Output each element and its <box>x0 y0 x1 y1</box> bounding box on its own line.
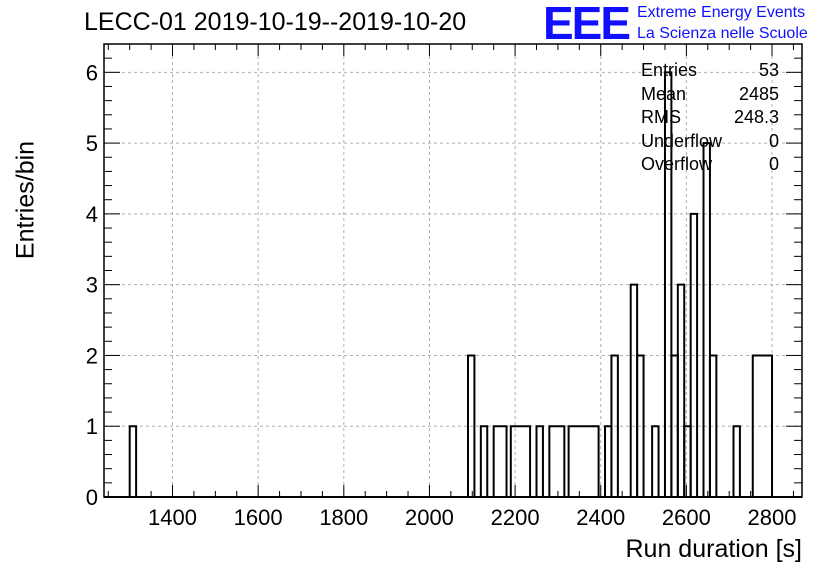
y-tick-label: 5 <box>86 131 98 156</box>
histogram-bin <box>466 354 476 497</box>
stat-row-overflow: Overflow 0 <box>641 154 779 178</box>
histogram-bin <box>676 283 686 497</box>
y-axis-label: Entries/bin <box>11 140 40 260</box>
stat-row-underflow: Underflow 0 <box>641 131 779 155</box>
histogram-bin <box>509 425 532 497</box>
histogram-bin <box>702 142 711 497</box>
brand-line-2: La Scienza nelle Scuole <box>637 25 808 42</box>
stat-value: 248.3 <box>733 107 779 127</box>
histogram-bin <box>636 354 645 497</box>
histogram-bin <box>689 212 699 497</box>
histogram-bin <box>479 425 489 497</box>
x-tick-label: 1400 <box>148 505 197 530</box>
y-tick-label: 2 <box>86 343 98 368</box>
stat-row-rms: RMS 248.3 <box>641 107 779 131</box>
y-axis-label-box: Entries/bin <box>6 110 46 290</box>
axes-frame <box>103 43 803 498</box>
histogram-bin <box>663 71 673 497</box>
x-tick-label: 1800 <box>319 505 368 530</box>
y-tick-label: 0 <box>86 485 98 510</box>
stat-label: RMS <box>641 107 681 127</box>
grid-lines <box>104 44 802 497</box>
y-tick-label: 4 <box>86 202 98 227</box>
stat-row-mean: Mean 2485 <box>641 84 779 108</box>
chart-title: LECC-01 2019-10-19--2019-10-20 <box>84 8 467 36</box>
stat-value: 2485 <box>738 83 779 104</box>
x-tick-label: 1600 <box>234 505 283 530</box>
y-tick-label: 6 <box>86 60 98 85</box>
stat-row-entries: Entries 53 <box>641 60 779 84</box>
x-tick-label: 2800 <box>748 505 797 530</box>
histogram-bin <box>732 425 741 497</box>
histogram-bin <box>548 425 566 497</box>
stat-value: 0 <box>768 130 779 151</box>
tick-labels: 1400 1600 1800 2000 2200 2400 2600 2800 0 1 2 3 4 5 6 <box>86 60 797 530</box>
histogram-bin <box>492 425 508 497</box>
brand-line-1: Extreme Energy Events <box>637 4 806 21</box>
x-tick-label: 2000 <box>405 505 454 530</box>
histogram-bin <box>751 354 774 497</box>
histogram-bin <box>708 354 718 497</box>
histogram-bin <box>128 425 138 497</box>
x-tick-label: 2200 <box>491 505 540 530</box>
stat-label: Underflow <box>641 130 723 151</box>
stat-label: Entries <box>641 60 698 80</box>
stat-value: 53 <box>758 60 779 80</box>
stat-value: 0 <box>768 154 779 174</box>
stat-label: Mean <box>641 83 687 104</box>
x-tick-label: 2600 <box>662 505 711 530</box>
histogram-bin <box>535 425 544 497</box>
histogram-bin <box>567 425 600 497</box>
histogram-bin <box>651 425 660 497</box>
eee-logo: EEE <box>543 0 631 49</box>
y-tick-label: 3 <box>86 273 98 298</box>
stats-box: Entries 53 Mean 2485 RMS 248.3 Underflow 0 O… <box>641 60 779 178</box>
stat-label: Overflow <box>641 154 713 174</box>
y-tick-label: 1 <box>86 414 98 439</box>
x-axis-label: Run duration [s] <box>625 535 803 563</box>
x-tick-label: 2400 <box>576 505 625 530</box>
histogram-bin <box>610 354 619 497</box>
